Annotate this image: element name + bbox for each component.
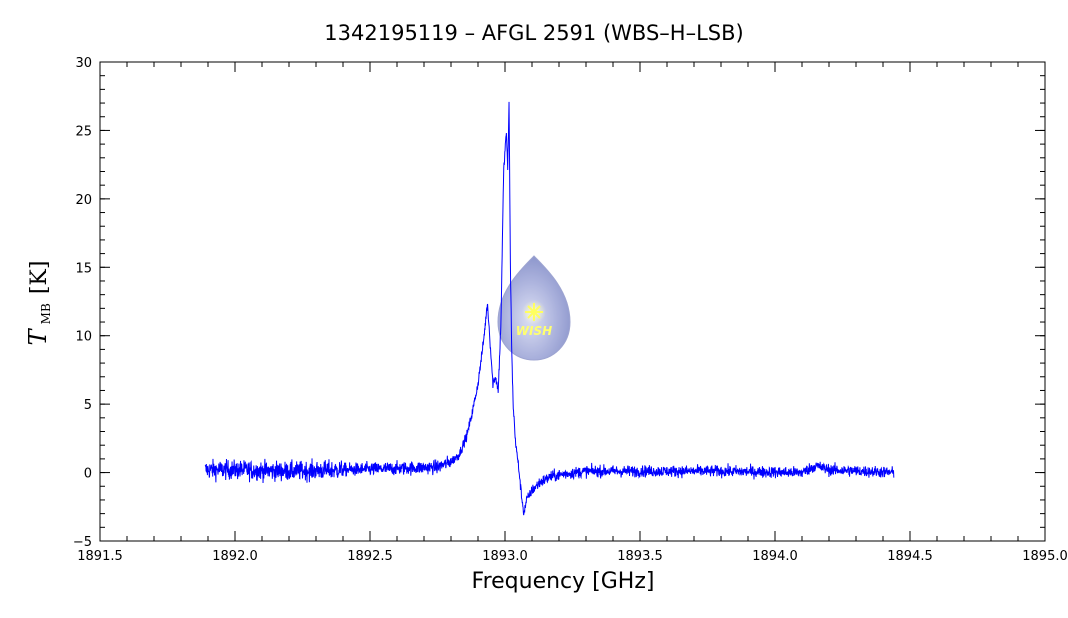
- y-tick-label: 5: [84, 398, 92, 413]
- chart-title: 1342195119 – AFGL 2591 (WBS–H–LSB): [324, 21, 743, 45]
- y-tick-label: 30: [75, 56, 92, 71]
- y-tick-label: −5: [73, 535, 92, 550]
- y-tick-label: 10: [75, 330, 92, 345]
- y-axis-label: T MB [K]: [24, 261, 54, 346]
- series-layer: [204, 101, 895, 516]
- y-axis-label-main: T: [24, 327, 52, 345]
- plot-frame: [99, 61, 1046, 542]
- x-tick-label: 1893.5: [617, 549, 663, 564]
- x-tick-label: 1894.0: [752, 549, 798, 564]
- x-tick-label: 1891.5: [77, 549, 123, 564]
- y-tick-label: 25: [75, 124, 92, 139]
- x-tick-label: 1893.0: [482, 549, 528, 564]
- wish-star-icon: [525, 303, 543, 321]
- spectrum-line: [204, 101, 895, 516]
- y-tick-label: 20: [75, 193, 92, 208]
- y-axis-label-sub: MB: [39, 303, 53, 324]
- y-tick-label: 15: [75, 261, 92, 276]
- wish-logo-text: WISH: [516, 324, 552, 338]
- y-tick-label: 0: [84, 467, 92, 482]
- x-tick-label: 1894.5: [887, 549, 933, 564]
- wish-logo: WISH: [497, 255, 571, 361]
- x-tick-label: 1895.0: [1022, 549, 1068, 564]
- x-tick-label: 1892.5: [347, 549, 393, 564]
- x-axis-label: Frequency [GHz]: [472, 569, 655, 594]
- y-axis-label-unit: [K]: [27, 261, 52, 295]
- axis-ticks: 1891.5 1892.0 1892.5 1893.0 1893.5 1894.0 1894…: [73, 56, 1068, 564]
- x-tick-label: 1892.0: [212, 549, 258, 564]
- svg-text:T MB [K]: T MB [K]: [24, 261, 54, 346]
